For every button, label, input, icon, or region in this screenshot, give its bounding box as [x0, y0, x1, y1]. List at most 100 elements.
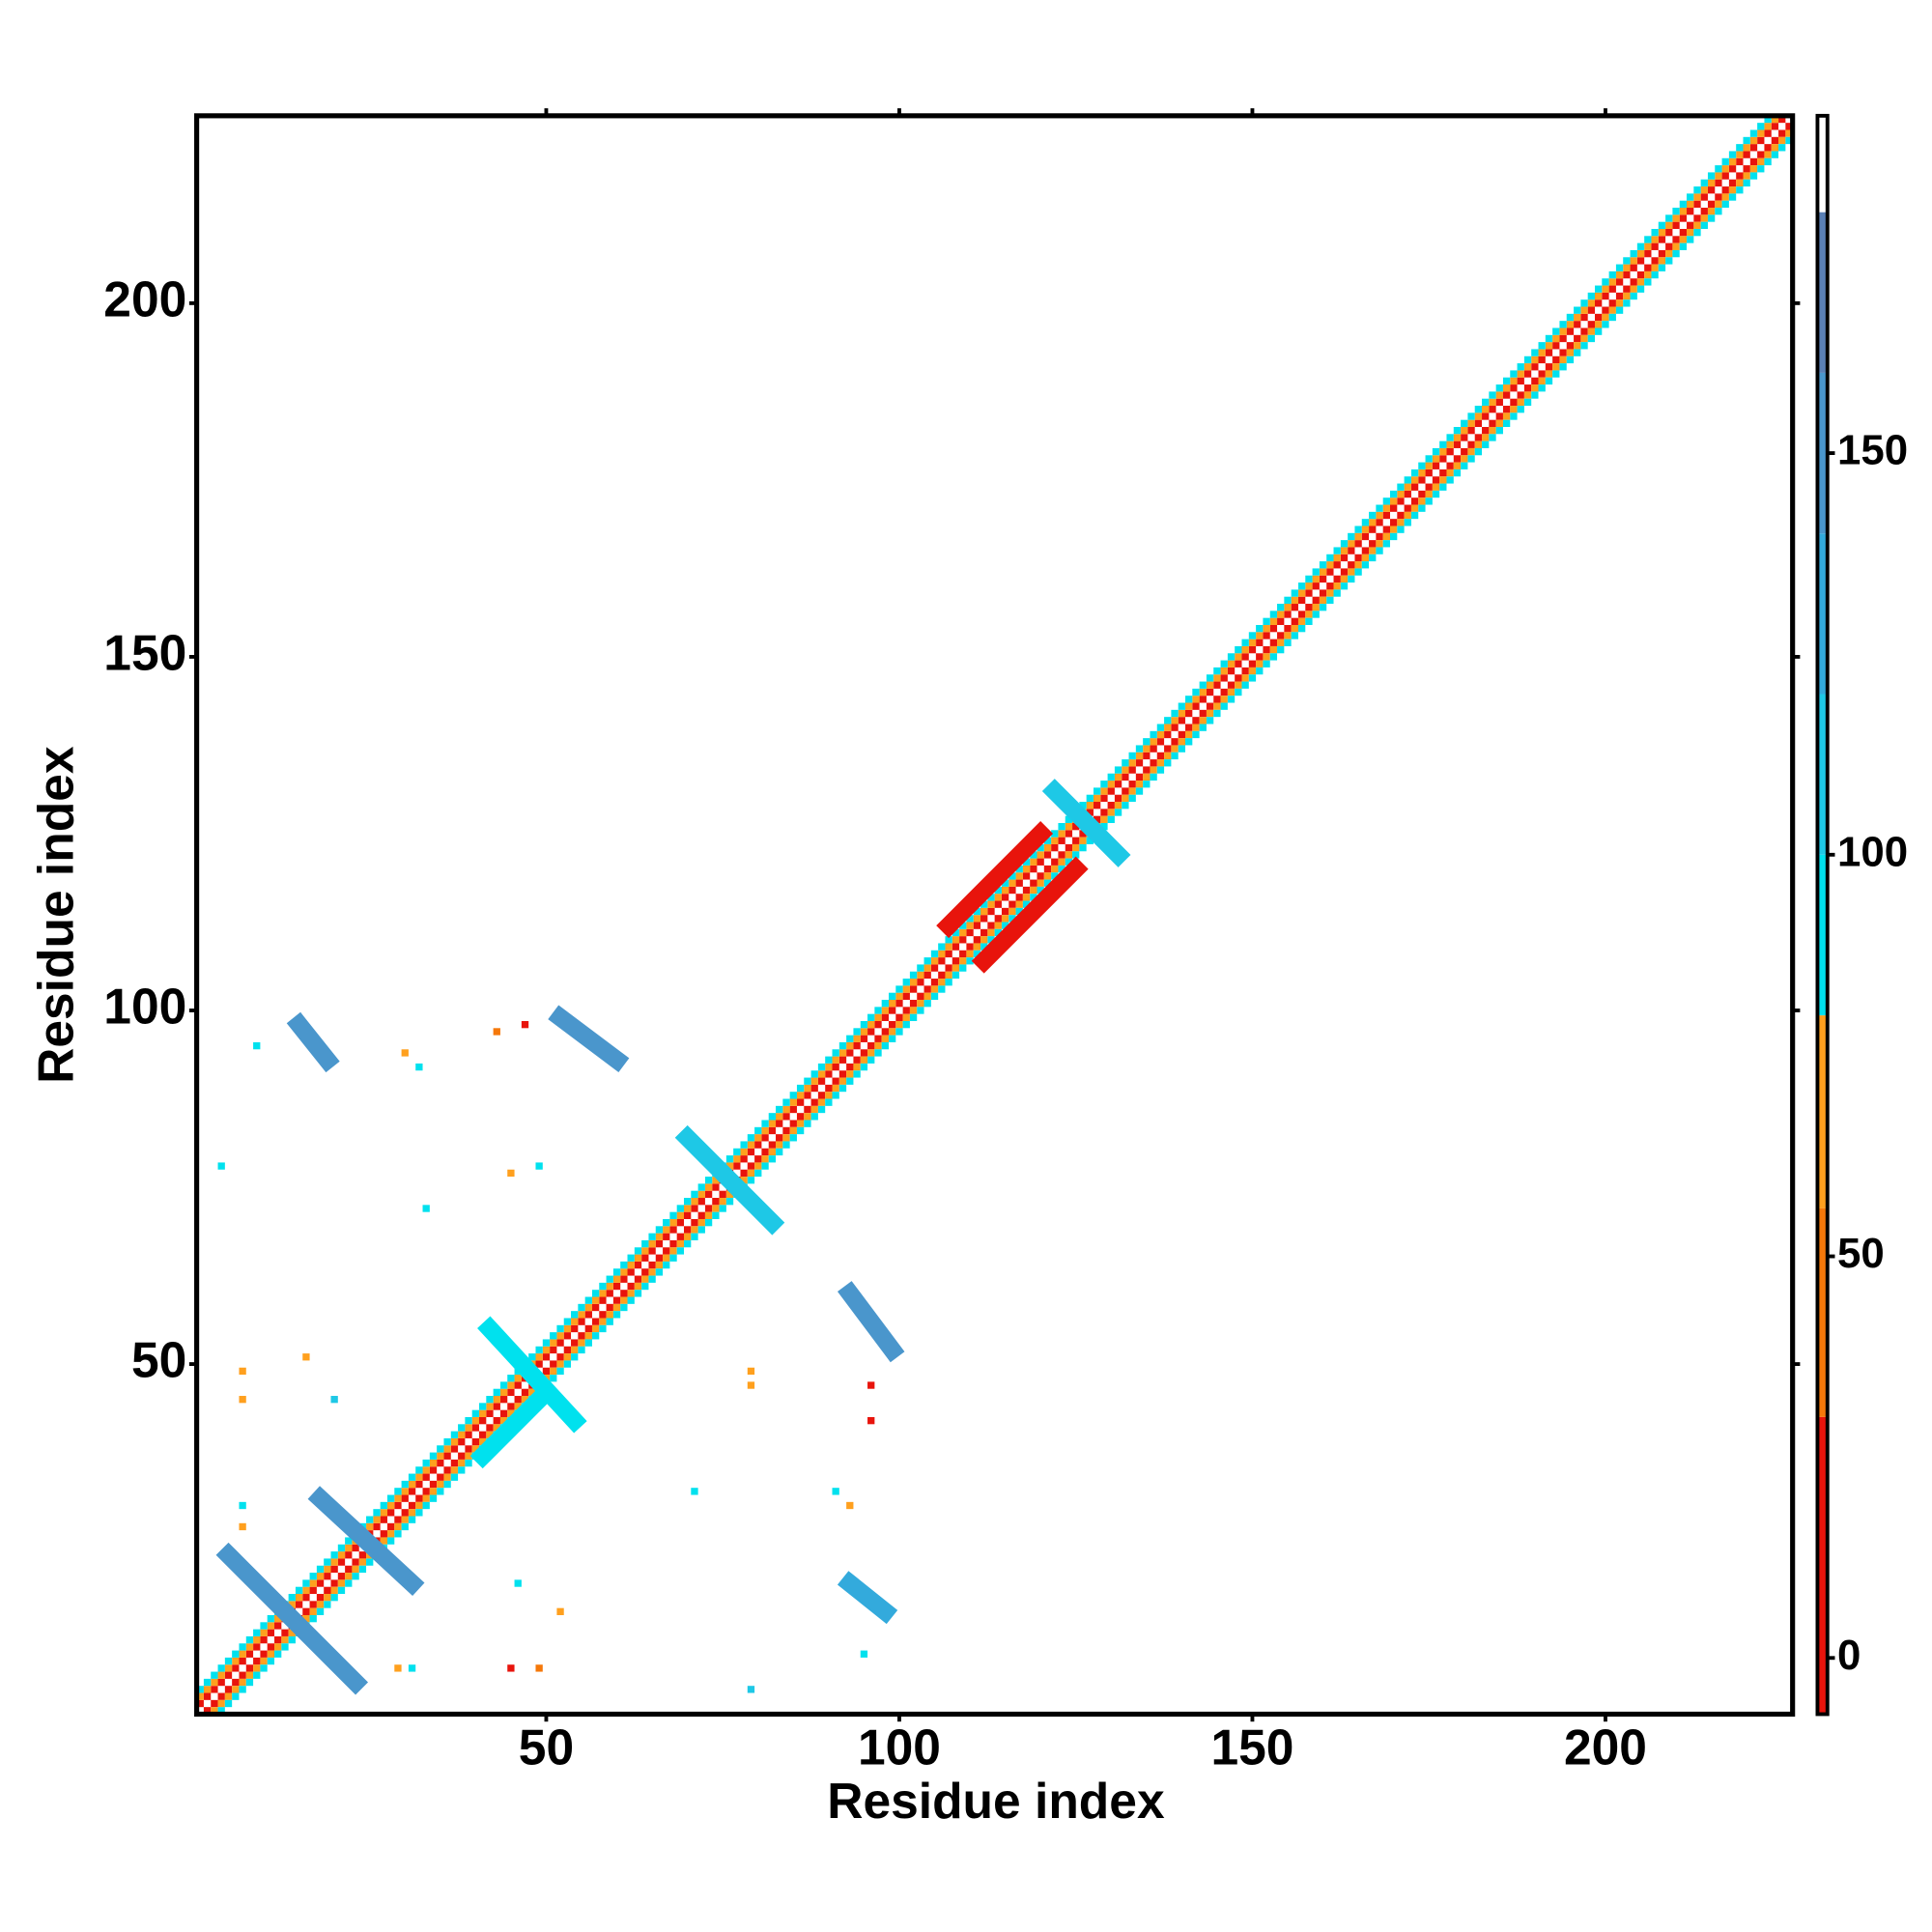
diagonal-cell — [1715, 179, 1722, 187]
diagonal-cell — [648, 1239, 656, 1248]
diagonal-cell — [1495, 406, 1503, 413]
diagonal-cell — [1263, 624, 1270, 633]
diagonal-cell — [352, 1551, 359, 1559]
colorbar-segment — [1817, 1015, 1828, 1208]
diagonal-cell — [1615, 278, 1624, 286]
diagonal-cell — [316, 1607, 325, 1615]
diagonal-cell — [909, 985, 918, 993]
diagonal-cell — [697, 1211, 705, 1219]
diagonal-cell — [1425, 469, 1433, 477]
diagonal-cell — [1277, 617, 1285, 625]
diagonal-cell — [1728, 157, 1737, 166]
diagonal-cell — [1114, 794, 1122, 803]
diagonal-cell — [761, 1162, 769, 1170]
contact-cell — [302, 1353, 310, 1361]
diagonal-cell — [1256, 632, 1264, 639]
diagonal-cell — [599, 1324, 607, 1333]
diagonal-cell — [358, 1551, 367, 1559]
diagonal-cell — [422, 1501, 430, 1510]
diagonal-cell — [1602, 285, 1609, 293]
diagonal-cell — [1636, 242, 1645, 250]
diagonal-cell — [1305, 596, 1313, 605]
diagonal-cell — [1453, 434, 1462, 441]
diagonal-cell — [1220, 681, 1228, 689]
diagonal-cell — [754, 1162, 762, 1170]
diagonal-cell — [1369, 526, 1377, 533]
contact-cell — [507, 1169, 515, 1178]
diagonal-cell — [669, 1233, 677, 1240]
diagonal-cell — [1672, 214, 1680, 222]
diagonal-cell — [1128, 752, 1136, 760]
diagonal-cell — [768, 1113, 777, 1121]
diagonal-cell — [1778, 136, 1786, 145]
diagonal-cell — [1700, 221, 1708, 229]
diagonal-cell — [521, 1396, 529, 1404]
diagonal-cell — [1432, 469, 1440, 477]
diagonal-cell — [550, 1360, 557, 1368]
diagonal-cell — [1432, 462, 1440, 469]
diagonal-cell — [1150, 773, 1157, 781]
diagonal-cell — [1474, 440, 1483, 448]
diagonal-cell — [606, 1318, 613, 1325]
diagonal-cell — [309, 1607, 317, 1615]
diagonal-cell — [761, 1148, 769, 1156]
diagonal-cell — [1001, 894, 1009, 901]
diagonal-cell — [1277, 645, 1285, 654]
diagonal-cell — [980, 936, 988, 944]
diagonal-cell — [1030, 872, 1037, 880]
diagonal-cell — [1736, 179, 1744, 187]
diagonal-cell — [1651, 270, 1659, 279]
diagonal-cell — [563, 1346, 572, 1354]
diagonal-cell — [1574, 321, 1581, 328]
diagonal-cell — [316, 1601, 325, 1608]
diagonal-cell — [584, 1303, 592, 1312]
contact-cell — [239, 1501, 246, 1510]
diagonal-cell — [1263, 617, 1270, 625]
diagonal-cell — [1523, 384, 1532, 392]
y-tick-label: 200 — [103, 270, 186, 327]
diagonal-cell — [550, 1339, 557, 1347]
diagonal-cell — [1319, 604, 1327, 611]
diagonal-cell — [676, 1211, 684, 1219]
diagonal-cell — [909, 971, 918, 980]
diagonal-cell — [1206, 688, 1214, 696]
diagonal-cell — [691, 1190, 698, 1199]
diagonal-cell — [789, 1134, 797, 1142]
diagonal-cell — [1636, 270, 1645, 279]
diagonal-cell — [1015, 872, 1023, 880]
diagonal-cell — [634, 1261, 642, 1269]
diagonal-cell — [1100, 815, 1108, 823]
diagonal-cell — [267, 1643, 275, 1651]
diagonal-cell — [1764, 115, 1772, 124]
diagonal-cell — [507, 1375, 515, 1382]
diagonal-cell — [1523, 391, 1532, 399]
diagonal-cell — [1297, 589, 1306, 597]
diagonal-cell — [458, 1466, 466, 1474]
diagonal-cell — [450, 1437, 459, 1446]
diagonal-cell — [591, 1311, 600, 1319]
diagonal-cell — [1552, 327, 1560, 335]
diagonal-cell — [1319, 575, 1327, 583]
diagonal-cell — [1715, 186, 1722, 194]
contact-cell — [556, 1607, 564, 1615]
diagonal-cell — [408, 1501, 416, 1510]
diagonal-cell — [443, 1452, 451, 1460]
diagonal-cell — [1199, 709, 1207, 718]
diagonal-cell — [1566, 334, 1575, 343]
diagonal-cell — [224, 1686, 233, 1693]
diagonal-cell — [1248, 653, 1257, 661]
diagonal-cell — [1058, 851, 1065, 859]
diagonal-cell — [1220, 667, 1228, 675]
diagonal-cell — [1728, 172, 1737, 180]
diagonal-cell — [853, 1041, 861, 1050]
diagonal-cell — [507, 1403, 515, 1410]
diagonal-cell — [1749, 172, 1758, 180]
diagonal-cell — [1749, 151, 1758, 158]
diagonal-cell — [253, 1657, 261, 1665]
diagonal-cell — [1022, 886, 1031, 895]
diagonal-cell — [429, 1452, 438, 1460]
diagonal-cell — [704, 1198, 713, 1206]
diagonal-cell — [1523, 377, 1532, 385]
diagonal-cell — [1474, 412, 1483, 420]
diagonal-cell — [1517, 370, 1524, 378]
